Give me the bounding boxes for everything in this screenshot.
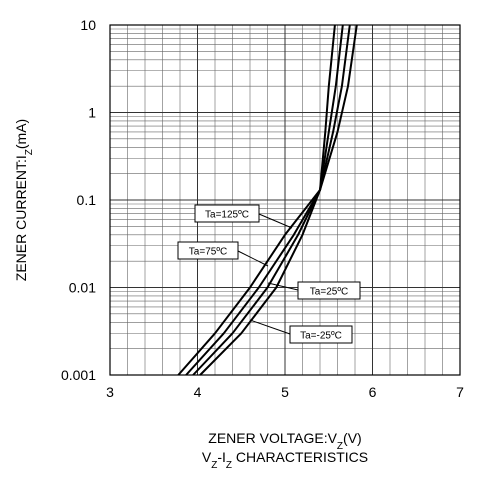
annotation-box: [297, 281, 361, 300]
y-axis-label: ZENER CURRENT:IZ(mA): [13, 119, 35, 281]
annotation-arrow: [267, 282, 299, 291]
annotation-box: [194, 204, 260, 223]
x-axis-label-part: (V): [343, 430, 362, 446]
y-tick-label: 0.001: [61, 367, 96, 383]
x-tick-label: 3: [106, 384, 114, 400]
chart-title-part: Z: [211, 460, 217, 471]
x-tick-label: 6: [369, 384, 377, 400]
y-tick-label: 10: [80, 17, 96, 33]
y-tick-label: 0.01: [69, 280, 96, 296]
y-axis-label-part: (mA): [13, 119, 29, 149]
annotation-arrow: [237, 250, 269, 267]
x-tick-label: 5: [281, 384, 289, 400]
chart-title: VZ-IZ CHARACTERISTICS: [202, 449, 368, 471]
chart-title-part: V: [202, 449, 212, 465]
x-tick-label: 7: [456, 384, 464, 400]
series-line: [199, 24, 336, 376]
series-line: [177, 24, 358, 376]
chart-title-part: CHARACTERISTICS: [232, 449, 368, 465]
annotation-box: [289, 325, 353, 344]
chart-title-part: -I: [217, 449, 226, 465]
x-axis-label-part: ZENER VOLTAGE:V: [208, 430, 337, 446]
x-tick-label: 4: [194, 384, 202, 400]
plot-frame: [109, 24, 461, 376]
legend-label: Ta=25ºC: [310, 287, 348, 298]
x-axis-label: ZENER VOLTAGE:VZ(V): [208, 430, 361, 452]
y-tick-label: 0.1: [77, 192, 97, 208]
x-axis-label-part: Z: [337, 441, 343, 452]
y-axis-label-part: ZENER CURRENT:I: [13, 155, 29, 281]
annotation-arrow: [258, 213, 293, 229]
series-line: [185, 24, 351, 376]
series-line: [192, 24, 344, 376]
y-tick-label: 1: [88, 105, 96, 121]
legend-label: Ta=125ºC: [205, 210, 249, 221]
y-axis-label-part: Z: [24, 149, 35, 155]
chart-title-part: Z: [226, 460, 232, 471]
annotation-arrow: [249, 319, 291, 335]
legend-label: Ta=75ºC: [189, 247, 227, 258]
legend-label: Ta=-25ºC: [300, 331, 342, 342]
annotation-box: [177, 241, 239, 260]
